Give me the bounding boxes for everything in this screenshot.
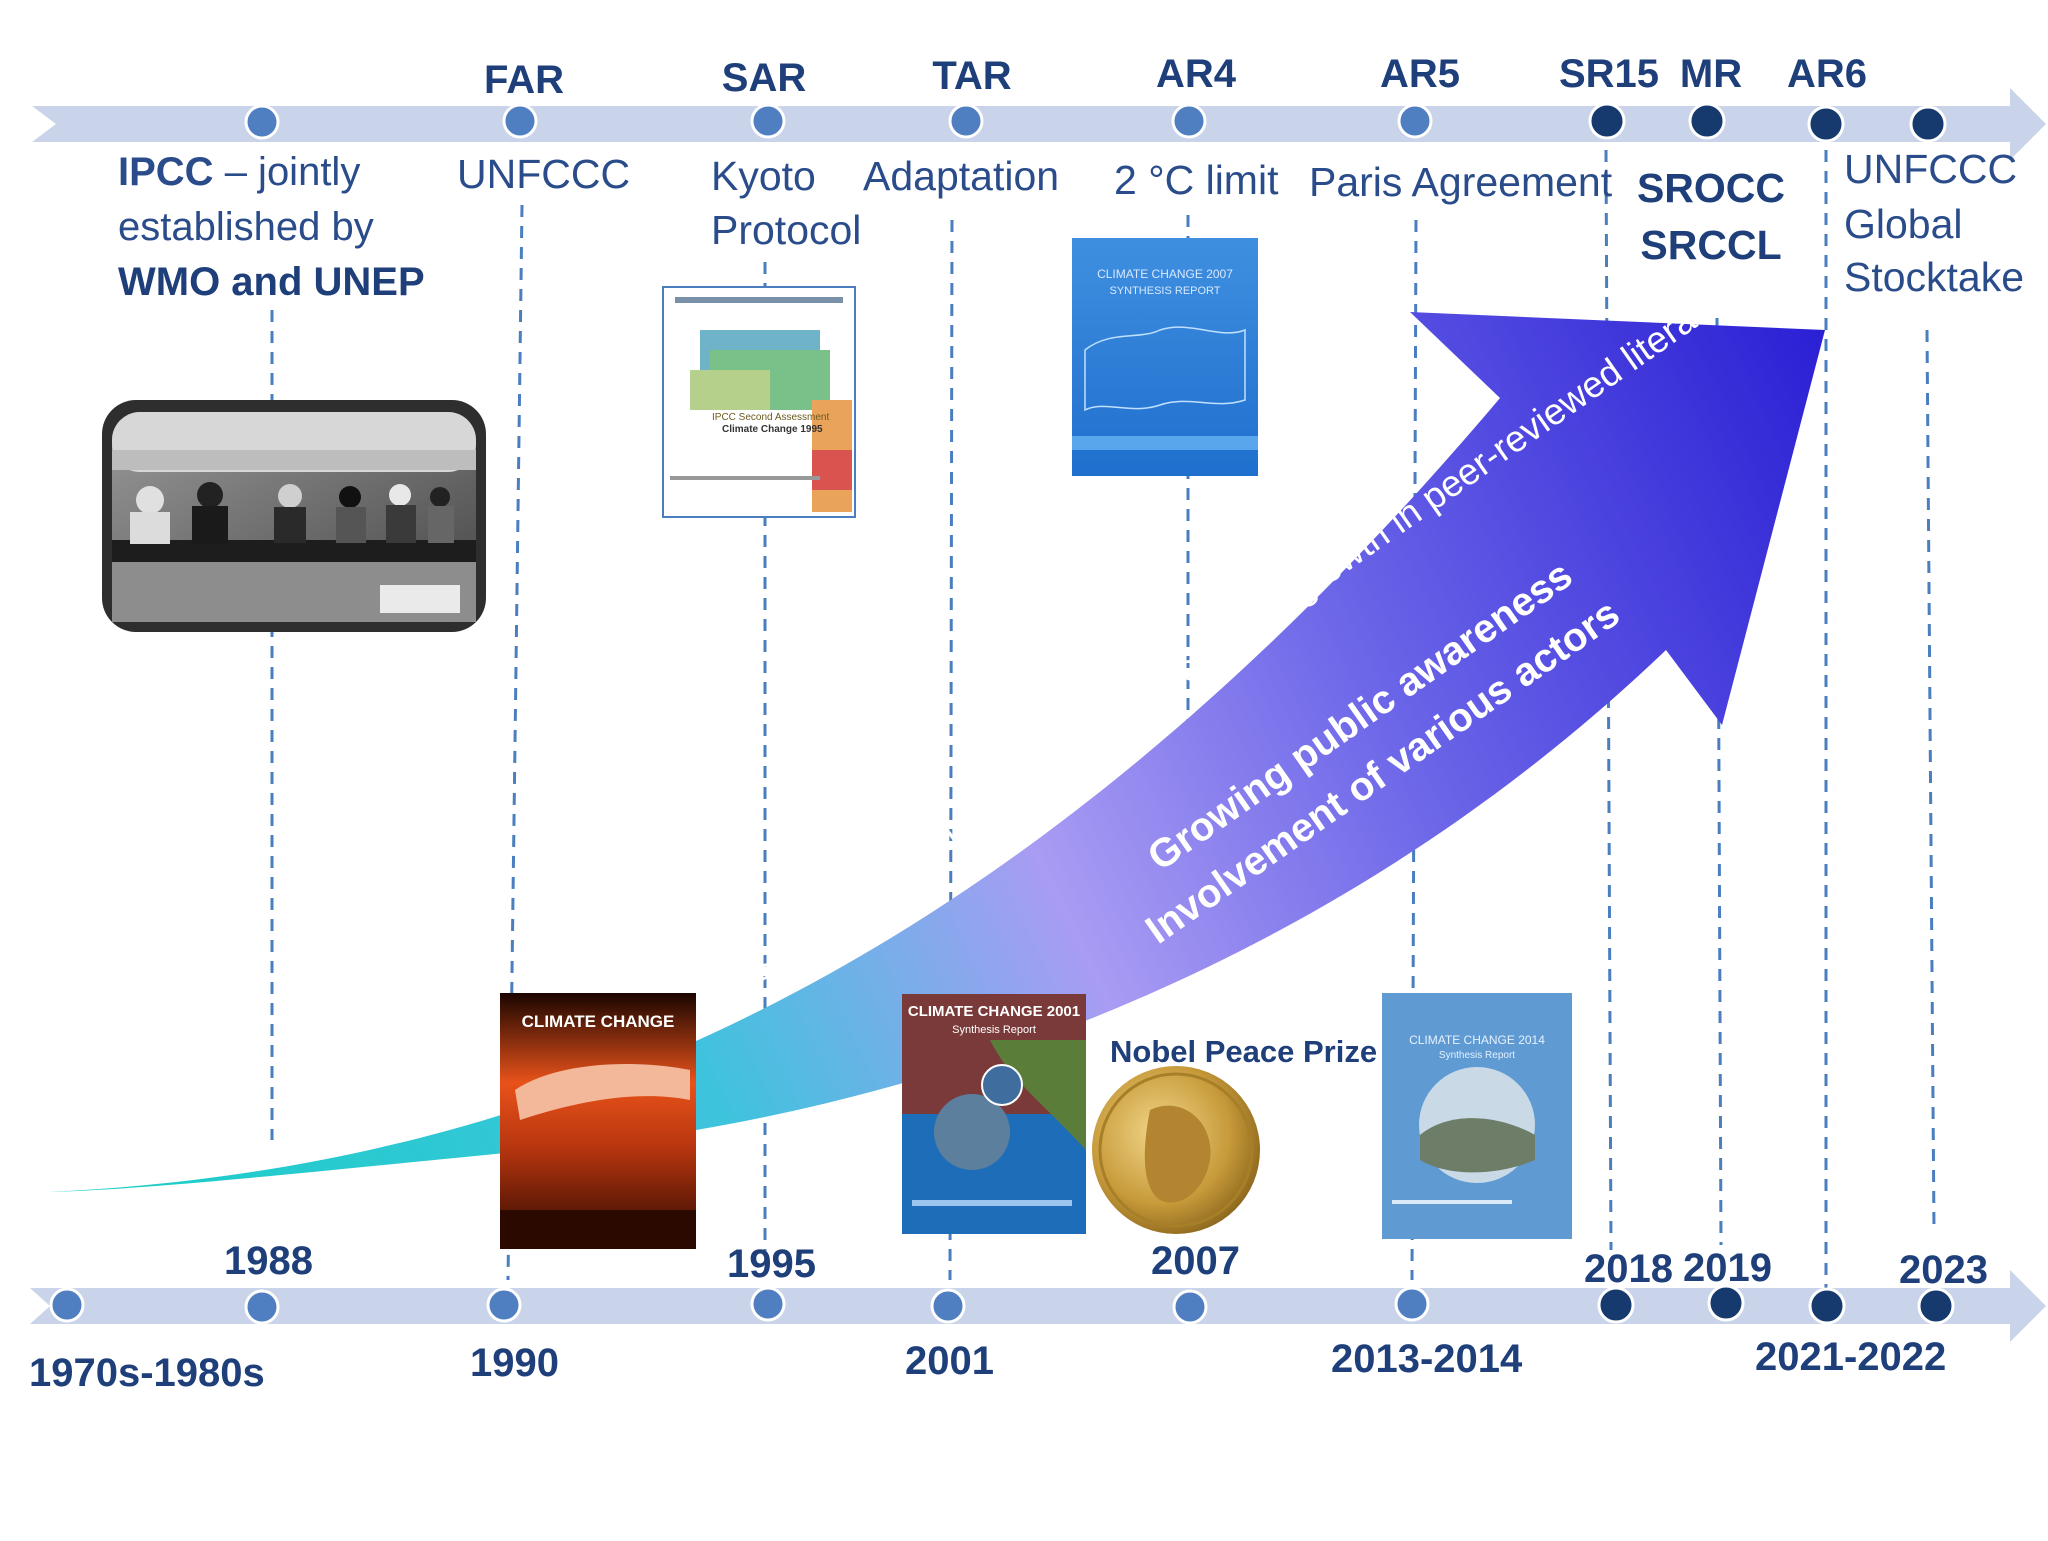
milestone-two-degree: 2 °C limit <box>1114 157 1279 203</box>
milestone-srocc: SROCC <box>1637 165 1785 211</box>
top-timeline-dots <box>244 102 1947 143</box>
top-dot-1988 <box>244 104 280 140</box>
sar-report-cover: IPCC Second Assessment Climate Change 19… <box>662 286 856 518</box>
year-labels: 1970s-1980s 1988 1990 1995 2001 2007 201… <box>29 1239 1988 1395</box>
top-dot-ar5 <box>1397 103 1433 139</box>
report-label-ar5: AR5 <box>1380 52 1460 96</box>
year-2001: 2001 <box>905 1339 994 1383</box>
bottom-timeline <box>30 1270 2046 1342</box>
ar4-cover-subtitle: SYNTHESIS REPORT <box>1109 285 1220 297</box>
report-label-far: FAR <box>484 58 564 102</box>
top-dot-tar <box>948 103 984 139</box>
sar-cover-title: IPCC Second Assessment <box>712 412 829 423</box>
year-1995: 1995 <box>727 1242 816 1286</box>
guide-2023 <box>1925 329 1936 1231</box>
bottom-dot-2001 <box>930 1288 966 1324</box>
bottom-dot-2007 <box>1172 1289 1208 1325</box>
tar-cover-subtitle: Synthesis Report <box>952 1024 1036 1036</box>
bottom-timeline-band <box>30 1270 2046 1342</box>
nobel-medal <box>1092 1066 1260 1234</box>
milestone-kyoto-line1: Kyoto <box>711 153 816 199</box>
milestone-ipcc-bold: IPCC <box>118 150 214 194</box>
top-dot-ar6 <box>1807 105 1845 143</box>
top-report-labels: FAR SAR TAR AR4 AR5 SR15 MR AR6 <box>484 52 1867 102</box>
founding-meeting-photo <box>102 400 486 632</box>
ar4-report-cover: CLIMATE CHANGE 2007 SYNTHESIS REPORT <box>1072 238 1258 476</box>
milestone-stocktake-line1: UNFCCC <box>1844 146 2017 192</box>
year-2013: 2013-2014 <box>1331 1337 1523 1381</box>
year-2019: 2019 <box>1683 1246 1772 1290</box>
milestone-kyoto-line2: Protocol <box>711 207 861 253</box>
milestone-adaptation: Adaptation <box>863 153 1059 199</box>
top-dot-mr <box>1688 102 1726 140</box>
bottom-dot-1995 <box>750 1286 786 1322</box>
tar-cover-title: CLIMATE CHANGE 2001 <box>908 1003 1080 1020</box>
report-label-sr15: SR15 <box>1559 52 1659 96</box>
bottom-dot-2019 <box>1707 1284 1745 1322</box>
top-dot-ar4 <box>1171 103 1207 139</box>
milestone-ipcc-rest: – jointly <box>214 150 361 194</box>
milestone-unfccc: UNFCCC <box>457 151 630 197</box>
sar-cover-subtitle: Climate Change 1995 <box>722 424 823 435</box>
year-1988: 1988 <box>224 1239 313 1283</box>
milestone-ipcc-line2: established by <box>118 205 374 249</box>
far-report-cover: CLIMATE CHANGE <box>500 993 696 1249</box>
guide-1990 <box>506 204 524 1281</box>
year-1990: 1990 <box>470 1341 559 1385</box>
report-label-mr: MR <box>1680 52 1742 96</box>
ar4-cover-title: CLIMATE CHANGE 2007 <box>1097 267 1233 281</box>
bottom-dot-1988 <box>244 1289 280 1325</box>
top-timeline <box>32 88 2046 160</box>
milestone-srccl: SRCCL <box>1640 222 1781 268</box>
milestone-ipcc-line3: WMO and UNEP <box>118 260 425 304</box>
milestone-labels: IPCC – jointly established by WMO and UN… <box>118 146 2024 304</box>
bottom-dot-1970s <box>49 1287 85 1323</box>
top-timeline-band <box>32 88 2046 160</box>
top-dot-sr15 <box>1588 102 1626 140</box>
ar5-cover-subtitle: Synthesis Report <box>1439 1050 1515 1061</box>
bottom-timeline-dots <box>49 1284 1955 1325</box>
report-label-sar: SAR <box>722 56 807 100</box>
top-dot-sar <box>750 103 786 139</box>
bottom-dot-2023 <box>1917 1287 1955 1325</box>
bottom-dot-2021 <box>1808 1287 1846 1325</box>
bottom-dot-1990 <box>486 1287 522 1323</box>
milestone-stocktake-line2: Global <box>1844 201 1963 247</box>
year-2023: 2023 <box>1899 1248 1988 1292</box>
nobel-label: Nobel Peace Prize <box>1110 1034 1377 1069</box>
growth-arrow <box>48 312 1825 1192</box>
milestone-ipcc-line1: IPCC – jointly <box>118 150 360 194</box>
bottom-dot-2013 <box>1394 1286 1430 1322</box>
tar-report-cover: CLIMATE CHANGE 2001 Synthesis Report <box>902 994 1086 1234</box>
year-2007: 2007 <box>1151 1239 1240 1283</box>
year-2021: 2021-2022 <box>1755 1335 1946 1379</box>
bottom-dot-2018 <box>1597 1286 1635 1324</box>
report-label-tar: TAR <box>932 54 1011 98</box>
ar5-cover-title: CLIMATE CHANGE 2014 <box>1409 1033 1545 1047</box>
report-label-ar6: AR6 <box>1787 52 1867 96</box>
top-dot-far <box>502 103 538 139</box>
milestone-stocktake-line3: Stocktake <box>1844 254 2024 300</box>
year-1970s: 1970s-1980s <box>29 1351 265 1395</box>
milestone-paris: Paris Agreement <box>1309 159 1613 205</box>
report-label-ar4: AR4 <box>1156 52 1237 96</box>
far-cover-title: CLIMATE CHANGE <box>522 1012 675 1031</box>
top-dot-2023 <box>1909 105 1947 143</box>
year-2018: 2018 <box>1584 1247 1673 1291</box>
ar5-report-cover: CLIMATE CHANGE 2014 Synthesis Report <box>1382 993 1572 1239</box>
